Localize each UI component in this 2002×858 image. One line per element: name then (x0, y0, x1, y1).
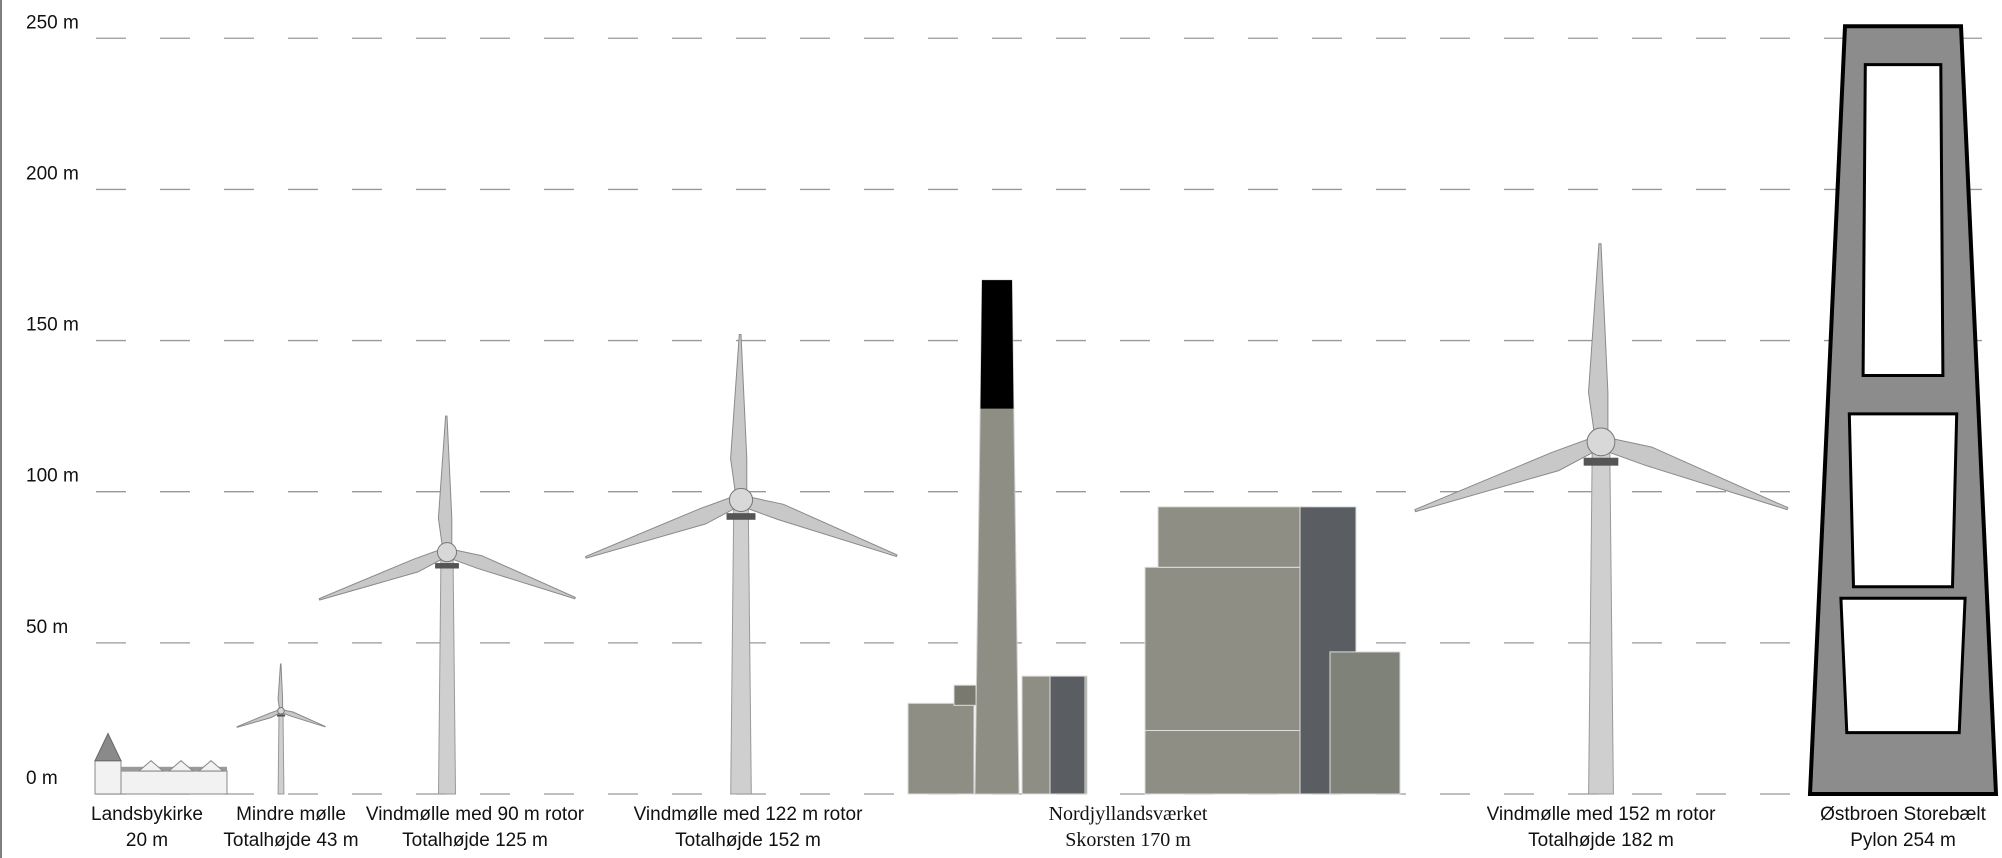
item-height-label: Totalhøjde 152 m (675, 830, 821, 851)
turbine-nacelle (726, 513, 756, 520)
item-name: Vindmølle med 152 m rotor (1487, 804, 1716, 825)
plant-building (1329, 651, 1401, 795)
turbine-hub (728, 487, 754, 513)
item-height-label: Totalhøjde 182 m (1528, 830, 1674, 851)
church-gable (137, 760, 165, 772)
plant-building (1049, 675, 1086, 795)
item-height-label: Totalhøjde 125 m (402, 830, 548, 851)
turbine-blade (1587, 243, 1609, 433)
turbine-hub (277, 707, 285, 715)
turbine-blade (236, 709, 281, 728)
turbine-tower (437, 551, 457, 795)
turbine-hub (1586, 427, 1616, 457)
plant-building (1157, 506, 1314, 568)
church-tower (94, 760, 122, 795)
turbine-blade (451, 549, 576, 600)
item-height-label: Pylon 254 m (1850, 830, 1956, 851)
y-tick-label: 200 m (26, 163, 79, 184)
turbine-hub (436, 542, 458, 563)
y-tick-label: 50 m (26, 617, 68, 638)
item-name: Mindre mølle (236, 804, 346, 825)
item-height-label: 20 m (126, 830, 168, 851)
plant-building (1144, 730, 1301, 795)
turbine-blade (281, 709, 326, 728)
item-height-label: Skorsten 170 m (1065, 829, 1191, 851)
turbine-blade (277, 663, 284, 709)
turbine-blade (730, 334, 748, 493)
plant-building (1144, 566, 1301, 732)
pylon-opening (1847, 412, 1959, 589)
item-height-label: Totalhøjde 43 m (223, 830, 358, 851)
turbine-tower (1588, 441, 1614, 795)
chimney-top (980, 280, 1014, 409)
pylon-opening (1839, 596, 1967, 735)
turbine-tower (730, 499, 752, 795)
y-tick-label: 0 m (26, 768, 58, 789)
church-gable (197, 760, 225, 772)
item-name: Østbroen Storebælt (1820, 804, 1987, 825)
y-tick-label: 150 m (26, 315, 79, 336)
y-tick-label: 250 m (26, 12, 79, 33)
turbine-nacelle (276, 714, 286, 717)
item-name: Nordjyllandsværket (1049, 803, 1208, 825)
turbine-nacelle (1583, 457, 1619, 466)
turbine-blade (584, 496, 736, 559)
turbine-blade (746, 496, 898, 558)
church-spire (94, 732, 122, 762)
turbine-blade (1607, 438, 1789, 511)
church-gable (167, 760, 195, 772)
item-name: Vindmølle med 122 m rotor (634, 804, 863, 825)
item-name: Vindmølle med 90 m rotor (366, 804, 585, 825)
plant-building (953, 684, 977, 706)
turbine-blade (318, 549, 443, 601)
turbine-blade (1414, 438, 1595, 513)
pylon-opening (1861, 63, 1945, 377)
item-name: Landsbykirke (91, 804, 203, 825)
plant-building (907, 702, 975, 795)
turbine-tower (277, 710, 285, 795)
church-nave (120, 770, 228, 795)
turbine-nacelle (435, 563, 459, 569)
y-tick-label: 100 m (26, 466, 79, 487)
turbine-blade (437, 415, 453, 546)
